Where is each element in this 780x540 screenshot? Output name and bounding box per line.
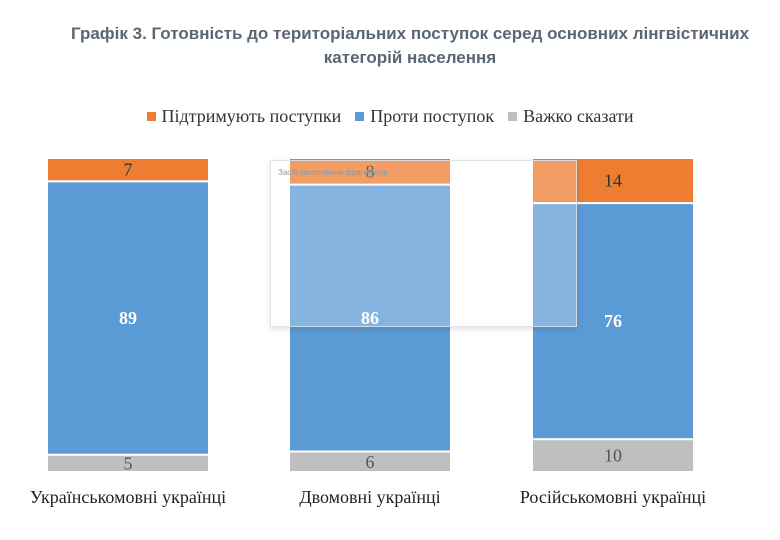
- legend-label-against: Проти поступок: [370, 106, 495, 126]
- snipping-tool-label: Засіб захоплення фрагментів: [278, 168, 388, 177]
- bar-against-1: [48, 182, 208, 454]
- category-label-3: Російськомовні українці: [520, 487, 706, 507]
- bar-support-1: [48, 159, 208, 181]
- category-label-1: Українськомовні українці: [30, 487, 226, 507]
- chart-title-line-1: Графік 3. Готовність до територіальних п…: [70, 24, 750, 43]
- data-label-hard-to-say-1: 5: [124, 453, 133, 473]
- bar-support-3: [533, 159, 693, 203]
- data-label-against-1: 89: [119, 308, 137, 328]
- bar-hard-to-say-2: [290, 452, 450, 471]
- legend-item-support: Підтримують поступки: [146, 106, 342, 127]
- bar-support-2: [290, 159, 450, 184]
- chart-title-line-2: категорій населення: [323, 48, 497, 67]
- data-label-support-1: 7: [124, 160, 133, 180]
- legend-label-support: Підтримують поступки: [161, 106, 342, 126]
- data-label-against-2: 86: [361, 308, 379, 328]
- data-label-support-3: 14: [604, 171, 622, 191]
- bar-against-3: [533, 204, 693, 439]
- chart-legend: Підтримують поступки Проти поступок Важк…: [0, 106, 780, 127]
- bar-hard-to-say-1: [48, 455, 208, 471]
- data-label-hard-to-say-3: 10: [604, 446, 622, 466]
- bar-against-2: [290, 185, 450, 451]
- data-label-against-3: 76: [604, 311, 622, 331]
- legend-swatch-support: [146, 112, 156, 121]
- legend-item-hard-to-say: Важко сказати: [508, 106, 633, 127]
- legend-label-hard-to-say: Важко сказати: [523, 106, 634, 126]
- category-label-2: Двомовні українці: [299, 487, 440, 507]
- bar-hard-to-say-3: [533, 440, 693, 471]
- legend-swatch-hard-to-say: [508, 112, 518, 121]
- snipping-tool-overlay[interactable]: Засіб захоплення фрагментів: [270, 160, 577, 327]
- data-label-hard-to-say-2: 6: [366, 452, 375, 472]
- data-label-support-2: 8: [366, 161, 375, 181]
- legend-item-against: Проти поступок: [355, 106, 494, 127]
- chart-title: Графік 3. Готовність до територіальних п…: [40, 22, 780, 70]
- legend-swatch-against: [355, 112, 365, 121]
